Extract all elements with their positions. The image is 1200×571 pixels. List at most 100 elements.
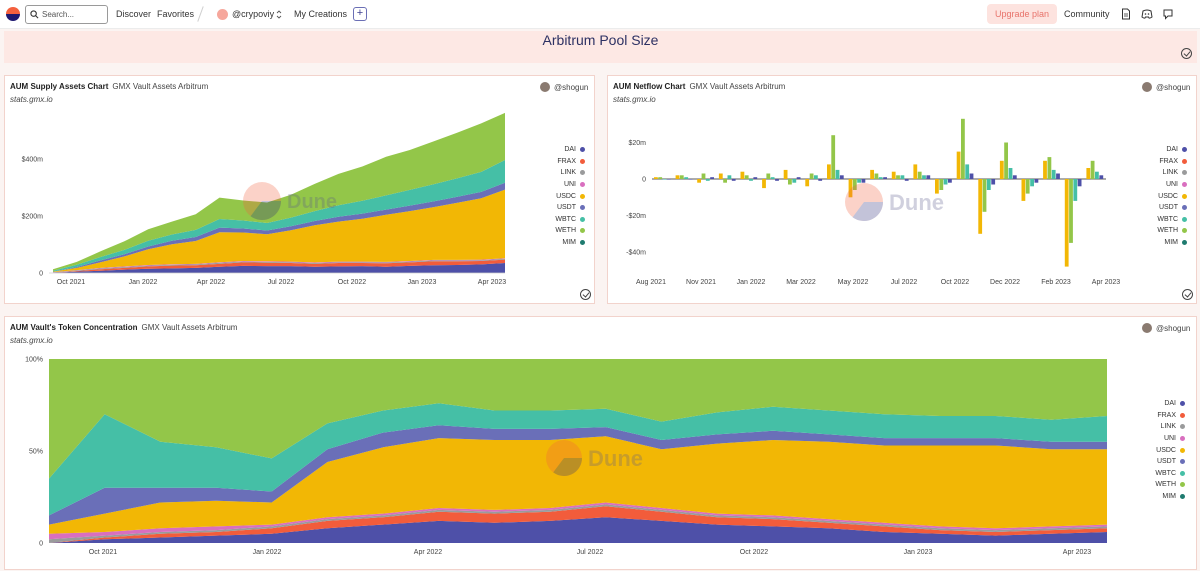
supply-chart-plot: 0 $200m $400m Oct 2021 Jan 2022 Apr 2022 Jul 2… — [22, 112, 507, 286]
x-tick-label: Apr 2023 — [478, 279, 507, 286]
legend-label: WBTC — [1155, 469, 1176, 477]
bar-wbtc — [857, 179, 861, 183]
legend-label: DAI — [1166, 146, 1178, 154]
netflow-chart-title[interactable]: AUM Netflow Chart — [613, 82, 686, 91]
legend-item-usdc[interactable]: USDC — [1127, 190, 1187, 202]
panel-author[interactable]: @shogun — [1142, 323, 1190, 333]
watermark-logo-icon — [553, 458, 582, 476]
bar-weth — [766, 173, 771, 179]
legend-item-mim[interactable]: MIM — [525, 237, 585, 249]
legend-swatch — [1180, 494, 1185, 500]
check-circle-icon[interactable] — [1182, 289, 1193, 300]
concentration-chart-plot: 0 50% 100% Oct 2021 Jan 2022 Apr 2022 Jul 2022… — [25, 357, 1107, 556]
user-avatar[interactable] — [217, 9, 228, 20]
bar-usdc — [783, 169, 788, 179]
nav-favorites[interactable]: Favorites — [157, 9, 195, 19]
y-tick-label: 0 — [39, 271, 43, 278]
dashboard-title-banner: Arbitrum Pool Size — [4, 31, 1197, 63]
bar-dai — [775, 179, 779, 181]
legend-label: DAI — [564, 146, 576, 154]
user-switcher[interactable]: @crypoviy — [232, 9, 275, 19]
author-name: @shogun — [554, 82, 589, 92]
legend-label: MIM — [1162, 493, 1176, 501]
x-tick-label: Apr 2023 — [1063, 549, 1092, 556]
bar-weth — [1004, 142, 1008, 179]
feedback-icon[interactable] — [1162, 8, 1174, 20]
bar-weth — [701, 173, 706, 179]
legend-item-dai[interactable]: DAI — [525, 144, 585, 156]
legend-item-wbtc[interactable]: WBTC — [1127, 214, 1187, 226]
legend-item-link[interactable]: LINK — [1125, 421, 1185, 433]
legend-label: WBTC — [555, 215, 576, 223]
legend-item-usdt[interactable]: USDT — [525, 202, 585, 214]
legend-item-uni[interactable]: UNI — [525, 179, 585, 191]
x-tick-label: Jan 2022 — [129, 279, 158, 286]
legend-swatch — [1182, 193, 1187, 199]
legend-label: FRAX — [557, 157, 576, 165]
y-tick-label: 100% — [25, 357, 43, 364]
bar-usdc — [935, 179, 939, 194]
concentration-chart-title[interactable]: AUM Vault's Token Concentration — [10, 323, 138, 332]
legend-item-weth[interactable]: WETH — [525, 225, 585, 237]
legend-item-link[interactable]: LINK — [525, 167, 585, 179]
create-new-button[interactable]: + — [353, 7, 367, 21]
nav-community[interactable]: Community — [1064, 9, 1110, 19]
legend-item-frax[interactable]: FRAX — [525, 156, 585, 168]
search-input[interactable]: Search... — [25, 5, 108, 24]
x-tick-label: Feb 2023 — [1041, 279, 1071, 286]
author-avatar — [1142, 323, 1152, 333]
legend-item-frax[interactable]: FRAX — [1125, 410, 1185, 422]
panel-author[interactable]: @shogun — [540, 82, 588, 92]
discord-icon[interactable] — [1141, 8, 1153, 20]
bar-weth — [1025, 179, 1030, 194]
y-tick-label: 0 — [39, 541, 43, 548]
legend-swatch — [580, 182, 585, 188]
bar-wbtc — [1073, 179, 1078, 201]
bar-weth — [961, 118, 965, 179]
legend-item-mim[interactable]: MIM — [1127, 237, 1187, 249]
legend-item-frax[interactable]: FRAX — [1127, 156, 1187, 168]
nav-discover[interactable]: Discover — [116, 9, 152, 19]
legend-item-wbtc[interactable]: WBTC — [1125, 468, 1185, 480]
legend-item-usdt[interactable]: USDT — [1125, 456, 1185, 468]
docs-icon[interactable] — [1120, 8, 1132, 20]
legend-item-uni[interactable]: UNI — [1127, 179, 1187, 191]
legend-item-weth[interactable]: WETH — [1127, 225, 1187, 237]
legend-item-wbtc[interactable]: WBTC — [525, 214, 585, 226]
legend-label: USDT — [1158, 204, 1178, 212]
check-circle-icon[interactable] — [580, 289, 591, 300]
legend-swatch — [1180, 436, 1185, 442]
chevron-updown-icon[interactable] — [276, 10, 282, 19]
dune-logo-icon[interactable] — [6, 7, 20, 21]
legend-item-mim[interactable]: MIM — [1125, 491, 1185, 503]
bar-weth — [874, 173, 879, 179]
supply-chart-title[interactable]: AUM Supply Assets Chart — [10, 82, 109, 91]
legend-item-usdt[interactable]: USDT — [1127, 202, 1187, 214]
legend-item-usdc[interactable]: USDC — [525, 190, 585, 202]
bar-dai — [904, 179, 909, 181]
nav-my-creations[interactable]: My Creations — [294, 9, 348, 19]
legend-item-dai[interactable]: DAI — [1125, 398, 1185, 410]
legend-label: UNI — [1165, 181, 1178, 189]
legend-label: MIM — [562, 239, 576, 247]
dune-watermark: Dune — [845, 183, 944, 221]
bar-usdc — [1043, 160, 1047, 180]
legend-item-link[interactable]: LINK — [1127, 167, 1187, 179]
check-circle-icon[interactable] — [1181, 48, 1192, 59]
concentration-chart-panel: AUM Vault's Token Concentration GMX Vault… — [4, 316, 1197, 570]
bar-dai — [667, 179, 671, 180]
bar-dai — [861, 179, 866, 183]
legend-item-weth[interactable]: WETH — [1125, 479, 1185, 491]
legend-item-uni[interactable]: UNI — [1125, 433, 1185, 445]
bar-usdc — [1064, 179, 1069, 267]
y-tick-label: 0 — [642, 177, 646, 184]
legend-item-usdc[interactable]: USDC — [1125, 444, 1185, 456]
bar-wbtc — [814, 175, 818, 179]
legend-item-dai[interactable]: DAI — [1127, 144, 1187, 156]
area-series-usdt — [53, 182, 505, 272]
upgrade-plan-button[interactable]: Upgrade plan — [987, 4, 1057, 24]
bar-dai — [1034, 179, 1039, 183]
x-tick-label: Nov 2021 — [686, 279, 716, 286]
bar-weth — [1090, 160, 1095, 180]
panel-author[interactable]: @shogun — [1142, 82, 1190, 92]
